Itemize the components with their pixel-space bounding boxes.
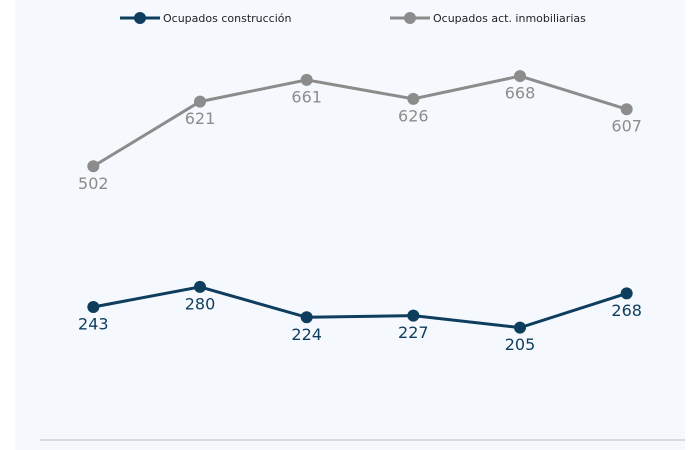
- data-label: 268: [611, 301, 642, 320]
- data-point: [87, 300, 100, 313]
- data-point: [620, 103, 633, 116]
- series-line: [93, 285, 628, 330]
- data-point: [407, 92, 420, 105]
- legend-label: Ocupados act. inmobiliarias: [433, 12, 586, 25]
- series-line: [92, 74, 628, 168]
- data-label: 205: [505, 335, 536, 354]
- plot-background: [15, 0, 685, 450]
- legend-marker: [134, 12, 146, 24]
- data-label: 243: [78, 314, 109, 333]
- data-label: 227: [398, 323, 429, 342]
- legend-marker: [404, 12, 416, 24]
- data-point: [194, 95, 206, 108]
- data-point: [87, 160, 100, 173]
- data-point: [620, 287, 633, 300]
- data-label: 502: [78, 174, 109, 193]
- data-label: 607: [611, 117, 642, 136]
- data-label: 621: [185, 109, 216, 128]
- data-point: [514, 321, 526, 334]
- legend-label: Ocupados construcción: [163, 12, 292, 25]
- data-label: 224: [291, 325, 322, 344]
- data-point: [300, 73, 313, 86]
- data-label: 626: [398, 106, 429, 125]
- data-label: 661: [291, 87, 322, 106]
- data-point: [407, 309, 420, 322]
- data-label: 280: [185, 294, 216, 313]
- data-point: [194, 280, 206, 293]
- data-label: 668: [505, 84, 536, 103]
- data-point: [300, 311, 313, 324]
- data-point: [514, 70, 526, 83]
